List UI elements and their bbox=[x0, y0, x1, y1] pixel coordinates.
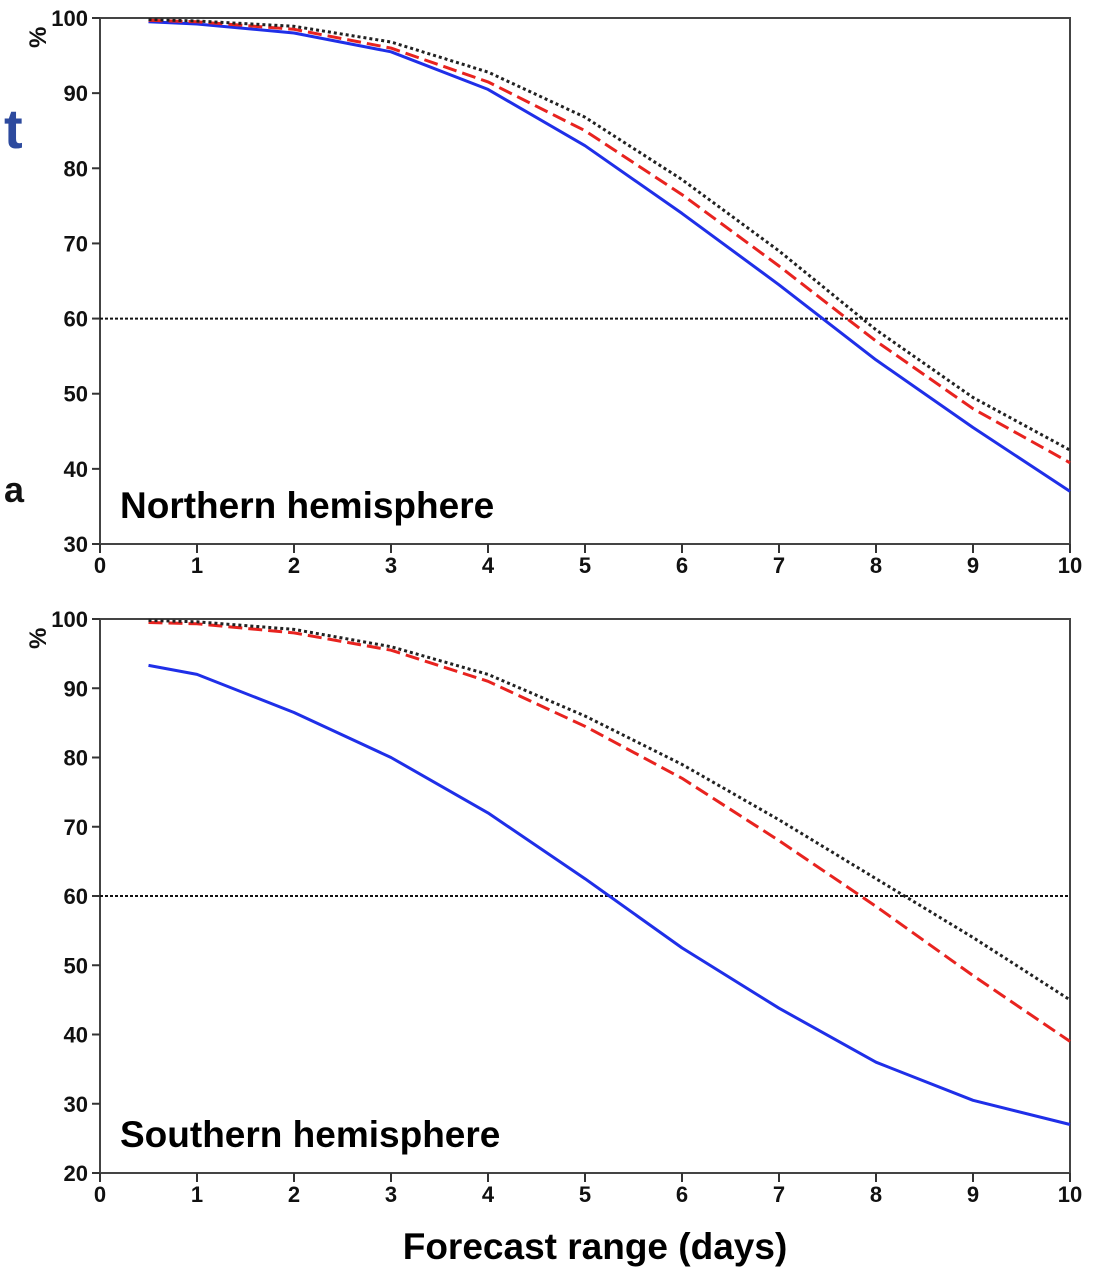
x-tick-label: 9 bbox=[967, 553, 979, 578]
x-tick-label: 0 bbox=[94, 1182, 106, 1207]
series-line-2 bbox=[148, 18, 1071, 465]
series-line-1 bbox=[148, 20, 1071, 493]
southern-hemisphere-chart: 20 30 40 50 60 70 80 90 100% 0 1 2 3 4 5 6 7 8 9 10 Southern… bbox=[25, 607, 1082, 1267]
x-tick-label: 6 bbox=[676, 1182, 688, 1207]
y-tick-label: 50 bbox=[64, 953, 88, 978]
x-tick-label: 1 bbox=[191, 553, 203, 578]
series-line-1 bbox=[148, 663, 1071, 1126]
y-tick-label: 90 bbox=[64, 676, 88, 701]
x-axis-label: Forecast range (days) bbox=[403, 1226, 788, 1267]
x-tick-label: 2 bbox=[288, 553, 300, 578]
x-tick-label: 10 bbox=[1058, 1182, 1082, 1207]
y-tick-label: 40 bbox=[64, 1023, 88, 1048]
y-tick-label: 40 bbox=[64, 457, 88, 482]
x-tick-label: 7 bbox=[773, 553, 785, 578]
y-tick-label: 30 bbox=[64, 532, 88, 557]
y-tick-label: 100 bbox=[51, 607, 88, 632]
panel-title: Southern hemisphere bbox=[120, 1114, 500, 1155]
x-tick-label: 8 bbox=[870, 1182, 882, 1207]
x-tick-label: 4 bbox=[482, 1182, 495, 1207]
y-tick-label: 90 bbox=[64, 81, 88, 106]
y-tick-label: 80 bbox=[64, 156, 88, 181]
y-axis-unit-label: % bbox=[25, 628, 52, 649]
x-tick-label: 3 bbox=[385, 1182, 397, 1207]
y-tick-label: 100 bbox=[51, 6, 88, 31]
x-tick-label: 2 bbox=[288, 1182, 300, 1207]
x-tick-label: 0 bbox=[94, 553, 106, 578]
x-tick-label: 4 bbox=[482, 553, 495, 578]
y-tick-label: 70 bbox=[64, 231, 88, 256]
x-tick-label: 7 bbox=[773, 1182, 785, 1207]
panel-title: Northern hemisphere bbox=[120, 485, 494, 526]
plot-area-frame bbox=[99, 17, 1071, 545]
x-tick-label: 5 bbox=[579, 553, 591, 578]
cropped-text-fragment-top: t bbox=[4, 97, 23, 160]
x-tick-label: 3 bbox=[385, 553, 397, 578]
y-axis-unit-label: % bbox=[25, 27, 52, 48]
x-tick-label: 1 bbox=[191, 1182, 203, 1207]
y-tick-label: 60 bbox=[64, 884, 88, 909]
x-tick-label: 10 bbox=[1058, 553, 1082, 578]
x-tick-label: 5 bbox=[579, 1182, 591, 1207]
y-tick-label: 70 bbox=[64, 815, 88, 840]
y-tick-label: 80 bbox=[64, 746, 88, 771]
cropped-text-fragment-middle: a bbox=[4, 469, 25, 510]
y-tick-label: 30 bbox=[64, 1092, 88, 1117]
series-line-3 bbox=[148, 618, 1071, 1002]
series-line-2 bbox=[148, 621, 1071, 1043]
x-tick-label: 6 bbox=[676, 553, 688, 578]
y-tick-label: 20 bbox=[64, 1161, 88, 1186]
x-tick-label: 9 bbox=[967, 1182, 979, 1207]
x-tick-label: 8 bbox=[870, 553, 882, 578]
series-line-3 bbox=[148, 18, 1071, 452]
northern-hemisphere-chart: 30 40 50 60 70 80 90 100% 0 1 2 3 4 5 6 7 8 9 10 Northern h… bbox=[25, 6, 1082, 578]
y-tick-label: 50 bbox=[64, 382, 88, 407]
y-tick-label: 60 bbox=[64, 307, 88, 332]
